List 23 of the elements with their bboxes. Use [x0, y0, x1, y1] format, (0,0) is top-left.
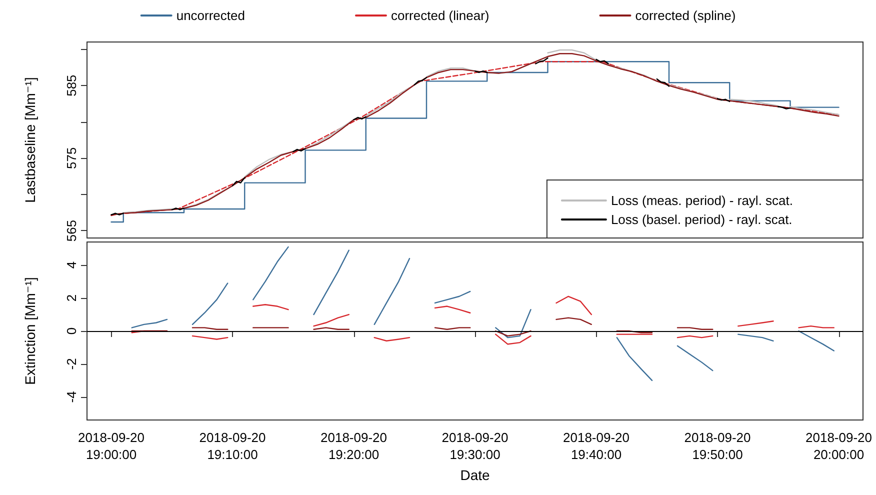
x-tick-label: 2018-09-20 19:10:00 — [199, 430, 266, 462]
legend-label: Loss (basel. period) - rayl. scat. — [610, 212, 792, 227]
y-tick-label: 585 — [64, 74, 79, 96]
y-tick-label: 0 — [64, 327, 79, 335]
y-tick-label: -4 — [64, 391, 79, 403]
legend-label: corrected (linear) — [390, 8, 490, 23]
y-tick-label: 2 — [64, 294, 79, 302]
y-axis-title: Extinction [Mm⁻¹] — [22, 277, 38, 385]
y-tick-label: 565 — [64, 220, 79, 242]
x-tick-label: 2018-09-20 20:00:00 — [806, 430, 872, 462]
y-axis-title: Lastbaseline [Mm⁻¹] — [22, 77, 38, 203]
legend-label: uncorrected — [176, 8, 245, 23]
x-tick-label: 2018-09-20 19:00:00 — [78, 430, 144, 462]
legend-label: Loss (meas. period) - rayl. scat. — [610, 193, 794, 208]
x-axis-title: Date — [460, 467, 490, 483]
x-tick-label: 2018-09-20 19:40:00 — [563, 430, 630, 462]
x-tick-label: 2018-09-20 19:20:00 — [320, 430, 387, 462]
x-tick-label: 2018-09-20 19:50:00 — [684, 430, 751, 462]
y-tick-label: 4 — [64, 261, 79, 269]
y-tick-label: -2 — [64, 358, 79, 370]
y-tick-label: 575 — [64, 147, 79, 169]
legend-label: corrected (spline) — [635, 8, 736, 23]
x-tick-label: 2018-09-20 19:30:00 — [442, 430, 508, 462]
